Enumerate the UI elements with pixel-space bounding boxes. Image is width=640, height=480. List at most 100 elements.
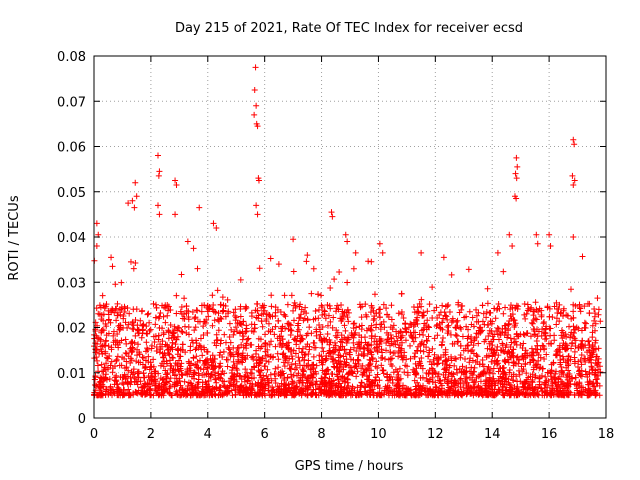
roti-point xyxy=(483,308,490,315)
roti-point xyxy=(272,380,279,387)
roti-point xyxy=(247,341,254,348)
roti-point xyxy=(481,367,488,374)
roti-outlier-point xyxy=(571,177,578,184)
roti-point xyxy=(103,332,110,339)
roti-point xyxy=(148,370,155,377)
roti-point xyxy=(411,353,418,360)
roti-point xyxy=(477,324,484,331)
roti-point xyxy=(248,385,255,392)
roti-point xyxy=(442,351,449,358)
roti-point xyxy=(438,342,445,349)
roti-point xyxy=(334,373,341,380)
roti-point xyxy=(237,373,244,380)
roti-point xyxy=(311,340,318,347)
roti-point xyxy=(592,391,599,398)
roti-point xyxy=(418,355,425,362)
roti-point xyxy=(444,330,451,337)
roti-point xyxy=(127,375,134,382)
roti-point xyxy=(185,331,192,338)
roti-point xyxy=(118,279,125,286)
roti-point xyxy=(250,353,257,360)
roti-point xyxy=(424,377,431,384)
roti-point xyxy=(547,332,554,339)
roti-point xyxy=(255,379,262,386)
roti-point xyxy=(395,371,402,378)
roti-point xyxy=(553,352,560,359)
roti-point xyxy=(351,344,358,351)
roti-point xyxy=(569,339,576,346)
roti-point xyxy=(167,383,174,390)
roti-point xyxy=(443,357,450,364)
roti-point xyxy=(113,356,120,363)
roti-point xyxy=(309,374,316,381)
y-tick-label: 0.07 xyxy=(57,95,86,110)
roti-point xyxy=(451,355,458,362)
roti-point xyxy=(436,311,443,318)
roti-point xyxy=(116,339,123,346)
roti-point xyxy=(110,328,117,335)
roti-point xyxy=(219,294,226,301)
roti-point xyxy=(398,290,405,297)
roti-point xyxy=(194,265,201,272)
roti-point xyxy=(258,343,265,350)
roti-point xyxy=(439,338,446,345)
roti-point xyxy=(287,331,294,338)
roti-point xyxy=(189,309,196,316)
roti-point xyxy=(215,370,222,377)
y-tick-label: 0.05 xyxy=(57,186,86,201)
roti-point xyxy=(204,365,211,372)
roti-point xyxy=(255,362,262,369)
roti-point xyxy=(555,388,562,395)
roti-point xyxy=(534,361,541,368)
roti-point xyxy=(325,312,332,319)
roti-point xyxy=(595,372,602,379)
roti-point xyxy=(193,307,200,314)
roti-point xyxy=(259,390,266,397)
roti-point xyxy=(554,387,561,394)
roti-point xyxy=(575,325,582,332)
roti-point xyxy=(459,363,466,370)
roti-point xyxy=(317,292,324,299)
roti-point xyxy=(443,313,450,320)
roti-point xyxy=(178,371,185,378)
roti-point xyxy=(433,323,440,330)
roti-point xyxy=(410,319,417,326)
roti-point xyxy=(544,369,551,376)
roti-outlier-point xyxy=(594,295,601,302)
roti-point xyxy=(226,378,233,385)
roti-point xyxy=(468,370,475,377)
roti-point xyxy=(508,339,515,346)
roti-point xyxy=(372,333,379,340)
roti-point xyxy=(127,359,134,366)
roti-point xyxy=(134,370,141,377)
roti-point xyxy=(247,369,254,376)
roti-point xyxy=(153,390,160,397)
roti-point xyxy=(102,320,109,327)
roti-point xyxy=(441,365,448,372)
roti-outlier-point xyxy=(155,152,161,159)
roti-point xyxy=(584,389,591,396)
roti-point xyxy=(263,315,270,322)
roti-point xyxy=(597,318,604,325)
roti-point xyxy=(198,308,205,315)
roti-point xyxy=(119,380,126,387)
roti-point xyxy=(454,317,461,324)
roti-point xyxy=(489,342,496,349)
roti-point xyxy=(584,300,591,307)
roti-point xyxy=(263,358,270,365)
roti-point xyxy=(158,392,165,399)
roti-point xyxy=(473,306,480,313)
roti-point xyxy=(507,313,514,320)
roti-point xyxy=(578,327,585,334)
roti-point xyxy=(445,322,452,329)
roti-point xyxy=(325,350,332,357)
roti-point xyxy=(387,342,394,349)
roti-point xyxy=(185,379,192,386)
roti-point xyxy=(139,330,146,337)
roti-point xyxy=(448,271,455,278)
roti-point xyxy=(114,338,121,345)
roti-point xyxy=(581,319,588,326)
roti-point xyxy=(268,377,275,384)
roti-point xyxy=(409,334,416,341)
